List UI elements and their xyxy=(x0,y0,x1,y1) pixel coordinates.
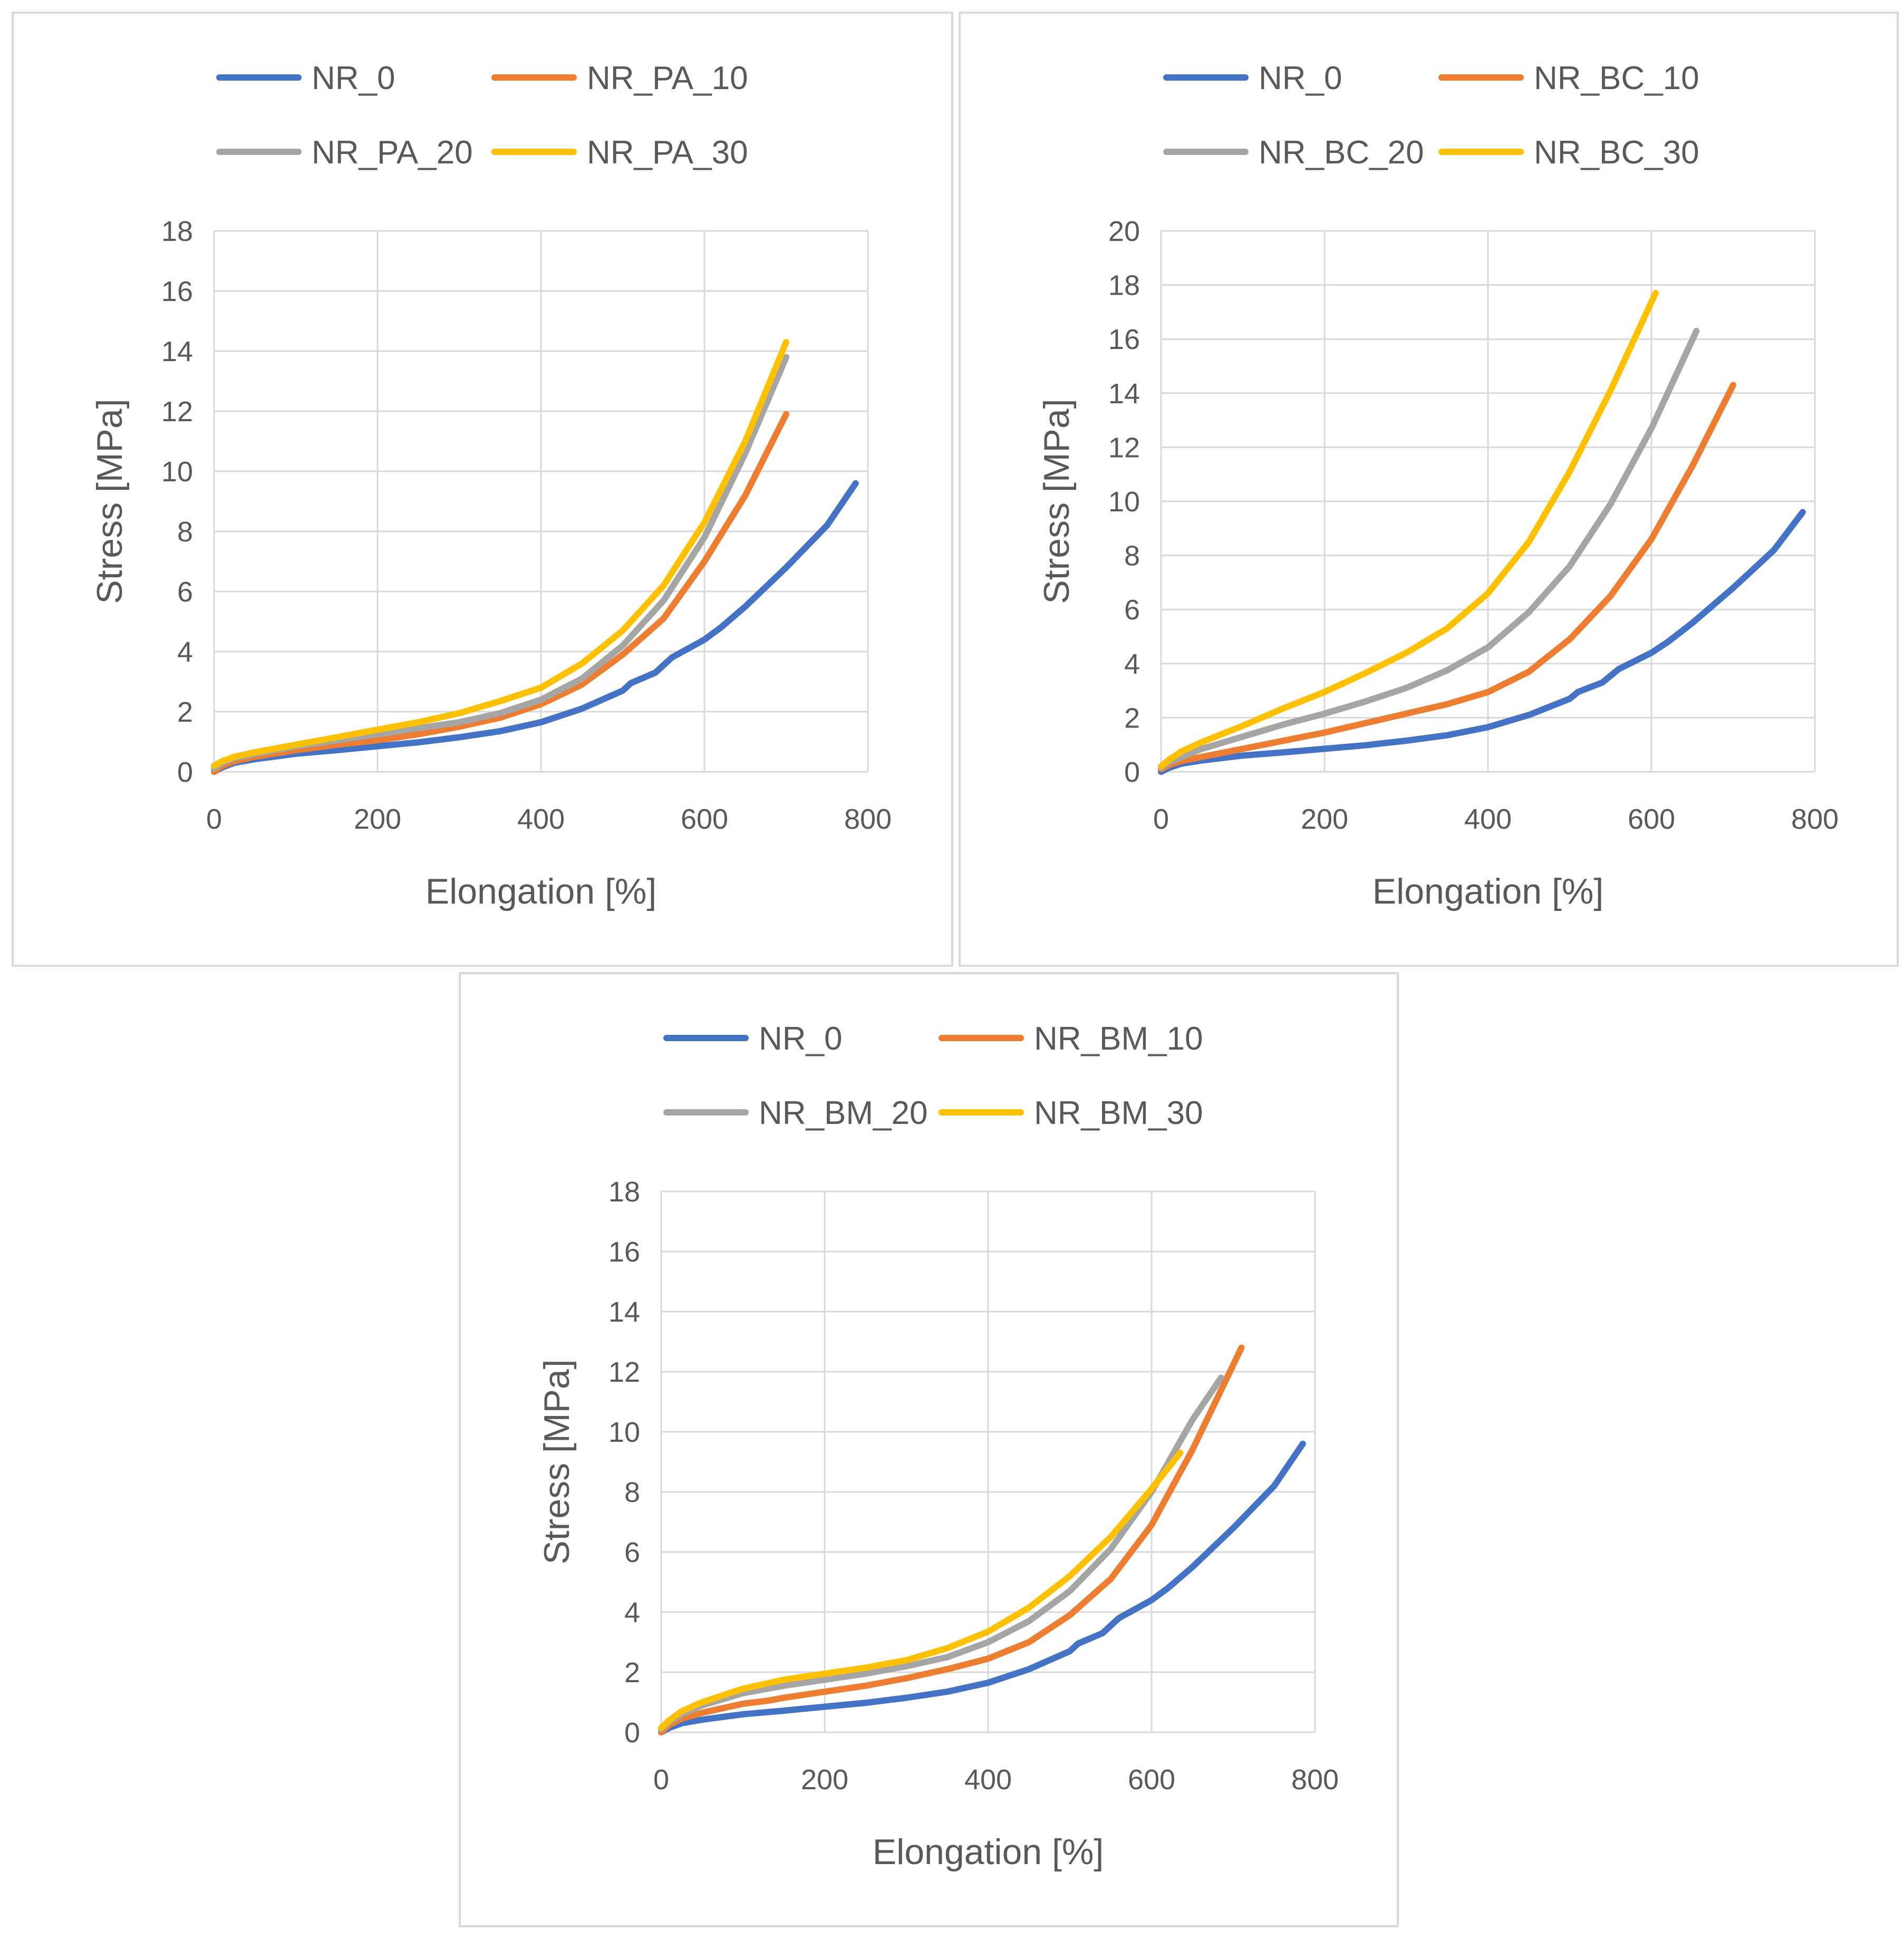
y-tick-label: 4 xyxy=(1124,648,1140,680)
x-tick-label: 200 xyxy=(801,1764,848,1796)
y-tick-label: 14 xyxy=(1108,378,1140,410)
y-tick-label: 10 xyxy=(1108,486,1140,518)
y-tick-label: 14 xyxy=(161,336,193,367)
x-axis-title: Elongation [%] xyxy=(426,871,657,911)
legend-label: NR_BM_10 xyxy=(1034,1021,1203,1057)
x-axis-title: Elongation [%] xyxy=(1373,871,1604,911)
y-tick-label: 12 xyxy=(1108,432,1140,463)
x-tick-label: 400 xyxy=(1464,803,1512,835)
y-tick-label: 6 xyxy=(1124,594,1140,626)
y-tick-label: 16 xyxy=(608,1236,640,1268)
y-tick-label: 2 xyxy=(1124,702,1140,734)
x-tick-label: 0 xyxy=(653,1764,669,1796)
x-tick-label: 800 xyxy=(1291,1764,1339,1796)
x-tick-label: 600 xyxy=(1628,803,1675,835)
series-line-nr-bc-10 xyxy=(1158,382,1736,772)
y-tick-label: 8 xyxy=(1124,540,1140,572)
legend-label: NR_0 xyxy=(1259,60,1342,96)
series-line-nr-bc-20 xyxy=(1158,327,1700,771)
legend-label: NR_BC_20 xyxy=(1259,134,1424,171)
x-axis-title: Elongation [%] xyxy=(873,1832,1104,1872)
y-tick-label: 10 xyxy=(608,1417,640,1448)
legend-label: NR_0 xyxy=(759,1021,843,1057)
legend-label: NR_BC_30 xyxy=(1534,134,1699,171)
x-tick-label: 600 xyxy=(1128,1764,1175,1796)
y-tick-label: 12 xyxy=(608,1356,640,1388)
y-tick-label: 2 xyxy=(624,1657,640,1689)
chart-panel-bc: 0 2 4 6 8 10 12 14 16 18 20 0 200 400 600 800 Elongation… xyxy=(959,12,1899,967)
legend-label: NR_BC_10 xyxy=(1534,60,1699,96)
x-tick-label: 200 xyxy=(354,803,401,835)
x-tick-label: 400 xyxy=(964,1764,1012,1796)
y-tick-label: 18 xyxy=(608,1176,640,1208)
chart-panel-bm: 0 2 4 6 8 10 12 14 16 18 0 200 400 600 800 Elongation [… xyxy=(459,972,1399,1927)
legend-label: NR_PA_30 xyxy=(587,134,748,171)
legend-label: NR_PA_10 xyxy=(587,60,748,96)
series-line-nr-bm-30 xyxy=(658,1449,1184,1731)
y-tick-label: 6 xyxy=(177,576,193,608)
series-line-nr-0 xyxy=(658,1440,1306,1735)
y-tick-label: 16 xyxy=(1108,324,1140,355)
x-tick-label: 800 xyxy=(844,803,892,835)
x-tick-label: 200 xyxy=(1301,803,1348,835)
y-tick-label: 20 xyxy=(1108,216,1140,247)
chart-svg-bm: 0 2 4 6 8 10 12 14 16 18 0 200 400 600 800 Elongation [… xyxy=(537,1021,1339,1872)
series-line-nr-bm-10 xyxy=(658,1344,1245,1735)
x-tick-label: 800 xyxy=(1791,803,1839,835)
chart-svg-pa: 0 2 4 6 8 10 12 14 16 18 0 200 400 600 800 Elongation [… xyxy=(90,60,892,911)
y-tick-label: 0 xyxy=(1124,756,1140,788)
series-line-nr-pa-30 xyxy=(211,338,789,769)
y-tick-label: 16 xyxy=(161,276,193,307)
chart-panel-pa: 0 2 4 6 8 10 12 14 16 18 0 200 400 600 800 Elongation [… xyxy=(12,12,953,967)
legend-label: NR_BM_30 xyxy=(1034,1095,1203,1131)
y-axis-title: Stress [MPa] xyxy=(90,399,130,604)
x-tick-label: 0 xyxy=(1153,803,1169,835)
series-line-nr-bm-20 xyxy=(658,1374,1224,1733)
series-line-nr-bc-30 xyxy=(1158,290,1659,770)
y-tick-label: 8 xyxy=(624,1477,640,1508)
y-tick-label: 4 xyxy=(624,1597,640,1628)
x-tick-label: 400 xyxy=(517,803,565,835)
legend-label: NR_PA_20 xyxy=(312,134,473,171)
y-tick-label: 14 xyxy=(608,1296,640,1328)
legend-label: NR_BM_20 xyxy=(759,1095,927,1131)
y-tick-label: 12 xyxy=(161,396,193,428)
y-tick-label: 0 xyxy=(624,1717,640,1749)
x-tick-label: 0 xyxy=(206,803,222,835)
legend-label: NR_0 xyxy=(312,60,395,96)
y-tick-label: 2 xyxy=(177,696,193,728)
y-axis-title: Stress [MPa] xyxy=(1037,399,1077,604)
series-line-nr-0 xyxy=(1158,509,1806,775)
y-tick-label: 18 xyxy=(1108,270,1140,302)
series-line-nr-pa-10 xyxy=(211,411,789,775)
y-tick-label: 4 xyxy=(177,636,193,668)
y-tick-label: 18 xyxy=(161,216,193,247)
y-tick-label: 8 xyxy=(177,516,193,548)
y-axis-title: Stress [MPa] xyxy=(537,1359,577,1564)
y-tick-label: 6 xyxy=(624,1537,640,1568)
series-line-nr-0 xyxy=(211,480,859,775)
x-tick-label: 600 xyxy=(681,803,728,835)
y-tick-label: 10 xyxy=(161,456,193,488)
y-tick-label: 0 xyxy=(177,756,193,788)
